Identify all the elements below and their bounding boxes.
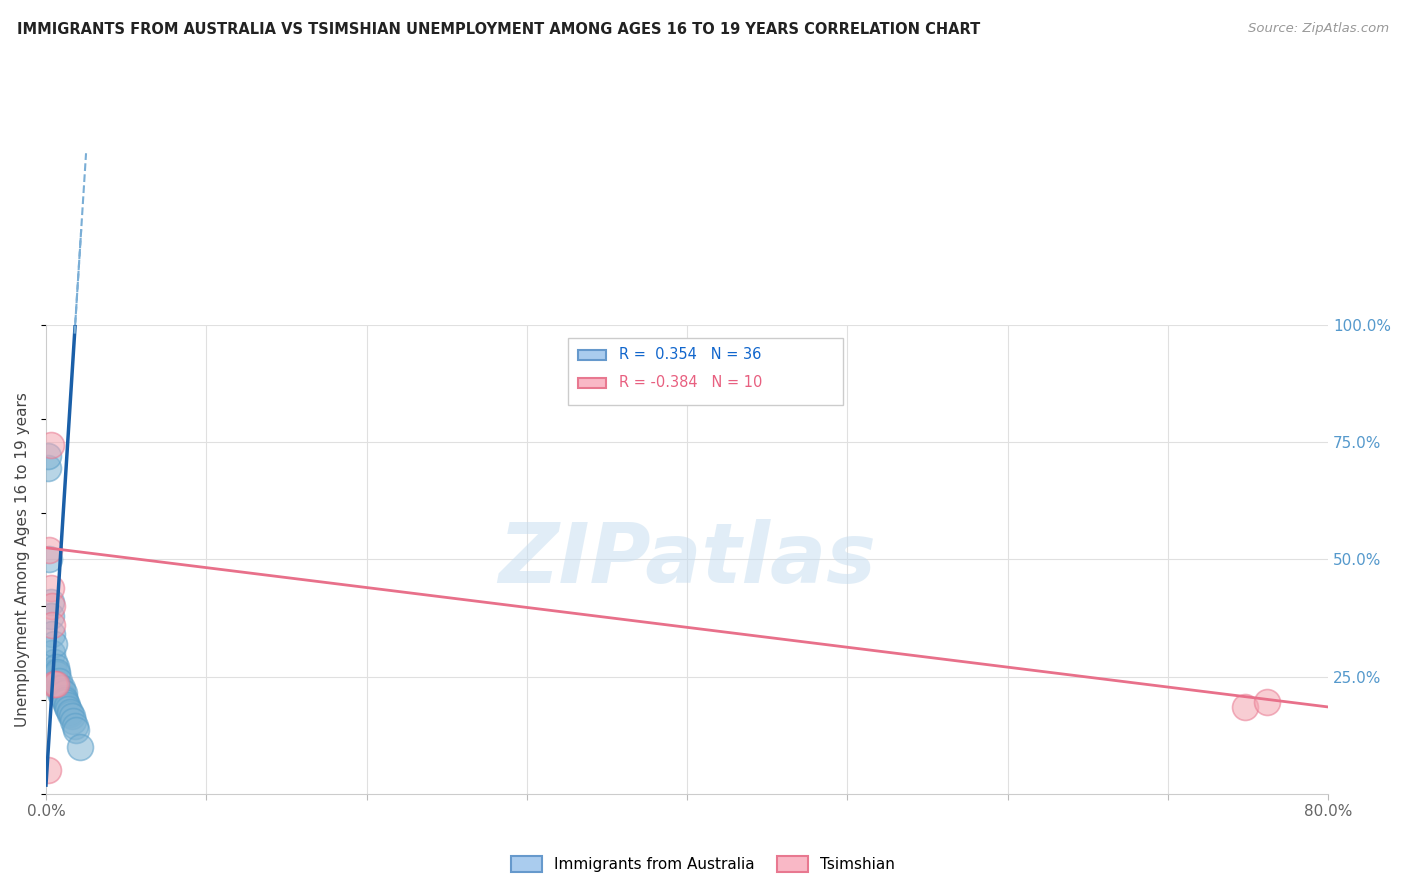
Y-axis label: Unemployment Among Ages 16 to 19 years: Unemployment Among Ages 16 to 19 years: [15, 392, 30, 727]
Point: [49, 681, 72, 696]
Point: [65, 723, 87, 738]
Point: [41, 646, 63, 660]
Point: [48, 674, 70, 689]
Point: [45, 674, 67, 689]
Point: [38, 552, 60, 566]
Text: ZIPatlas: ZIPatlas: [498, 519, 876, 600]
Point: [60, 709, 83, 723]
Point: [46, 665, 69, 679]
Point: [46, 667, 69, 681]
Point: [51, 683, 73, 698]
Point: [69, 739, 91, 754]
Point: [41, 627, 63, 641]
Point: [52, 686, 75, 700]
Point: [56, 698, 79, 712]
Point: [51, 688, 73, 702]
Point: [62, 714, 84, 728]
Point: [59, 705, 82, 719]
Point: [45, 676, 67, 690]
Point: [42, 656, 65, 670]
Text: Source: ZipAtlas.com: Source: ZipAtlas.com: [1249, 22, 1389, 36]
Point: [38, 543, 60, 558]
Point: [1233, 700, 1256, 714]
Point: [42, 676, 65, 690]
Point: [58, 702, 80, 716]
Legend: Immigrants from Australia, Tsimshian: Immigrants from Australia, Tsimshian: [503, 848, 903, 880]
Point: [37, 763, 59, 777]
Point: [42, 637, 65, 651]
Point: [53, 695, 76, 709]
Point: [41, 599, 63, 614]
Point: [1256, 695, 1278, 709]
Point: [39, 594, 62, 608]
Point: [48, 681, 70, 696]
Point: [53, 693, 76, 707]
Point: [59, 706, 82, 721]
Point: [42, 665, 65, 679]
Point: [41, 618, 63, 632]
Text: IMMIGRANTS FROM AUSTRALIA VS TSIMSHIAN UNEMPLOYMENT AMONG AGES 16 TO 19 YEARS CO: IMMIGRANTS FROM AUSTRALIA VS TSIMSHIAN U…: [17, 22, 980, 37]
Point: [39, 438, 62, 452]
Point: [37, 450, 59, 464]
Bar: [578, 378, 606, 389]
Point: [56, 700, 79, 714]
Text: R =  0.354   N = 36: R = 0.354 N = 36: [619, 347, 762, 362]
Point: [39, 581, 62, 595]
Point: [39, 608, 62, 623]
Point: [46, 676, 69, 690]
Point: [37, 461, 59, 475]
Point: [51, 681, 73, 696]
Point: [52, 690, 75, 705]
Point: [45, 660, 67, 674]
Point: [49, 686, 72, 700]
Bar: [568, 338, 844, 405]
Text: R = -0.384   N = 10: R = -0.384 N = 10: [619, 376, 762, 391]
Point: [63, 719, 86, 733]
Bar: [578, 350, 606, 360]
